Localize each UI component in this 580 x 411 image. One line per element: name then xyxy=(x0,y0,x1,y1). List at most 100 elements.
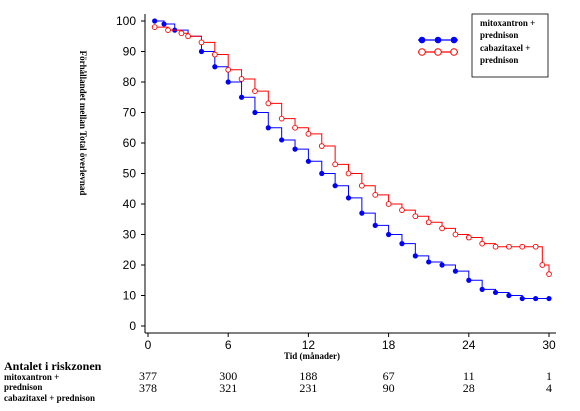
data-point xyxy=(412,213,419,220)
legend-box xyxy=(471,13,549,78)
series-line-mitoxantron xyxy=(154,20,549,300)
data-point xyxy=(225,79,231,85)
data-point xyxy=(151,24,158,30)
data-point xyxy=(479,286,485,292)
legend-marker-blue xyxy=(434,36,442,44)
legend: mitoxantron + prednison cabazitaxel + pr… xyxy=(418,13,549,78)
legend-marker-red xyxy=(418,48,426,56)
data-point xyxy=(466,277,472,283)
data-point xyxy=(265,125,271,131)
data-point xyxy=(439,262,445,268)
y-tick-label: 80 xyxy=(123,75,137,89)
risk-value: 67 xyxy=(383,369,395,383)
x-tick-label: 30 xyxy=(542,338,556,352)
data-point xyxy=(265,100,272,107)
y-tick-label: 30 xyxy=(123,228,137,242)
risk-value: 377 xyxy=(139,369,157,383)
data-point xyxy=(546,295,552,302)
data-point xyxy=(492,289,499,296)
data-point xyxy=(372,222,378,228)
y-tick-label: 10 xyxy=(123,289,137,303)
legend-marker-blue xyxy=(418,36,426,44)
y-tick-label: 70 xyxy=(123,106,137,120)
legend-marker-blue xyxy=(450,36,458,44)
data-point xyxy=(479,240,486,247)
y-tick-label: 100 xyxy=(116,14,136,28)
y-tick-label: 50 xyxy=(123,167,137,181)
legend-label-cabazitaxel-line2: prednison xyxy=(480,55,518,65)
data-point xyxy=(332,161,338,168)
data-point xyxy=(292,124,298,131)
risk-value: 231 xyxy=(299,381,317,395)
x-ticks: 0 6 12 18 24 30 xyxy=(145,333,556,352)
data-point xyxy=(161,21,167,27)
risk-value: 90 xyxy=(383,381,395,395)
y-tick-label: 0 xyxy=(129,319,136,333)
data-point xyxy=(492,243,499,250)
data-point xyxy=(506,292,512,299)
data-point xyxy=(532,243,539,250)
legend-entry-cabazitaxel: cabazitaxel + prednison xyxy=(418,43,530,65)
risk-table: Antalet i riskzonen mitoxantron + predni… xyxy=(4,359,552,403)
data-point xyxy=(252,88,258,95)
series-layer xyxy=(151,18,552,302)
legend-entry-mitoxantron: mitoxantron + prednison xyxy=(418,18,535,44)
risk-value: 1 xyxy=(546,369,552,383)
legend-label-cabazitaxel-line1: cabazitaxel + xyxy=(480,43,530,53)
data-point xyxy=(465,234,472,241)
data-point xyxy=(332,183,338,189)
data-point xyxy=(345,170,352,177)
data-point xyxy=(359,210,365,216)
data-point xyxy=(399,241,405,247)
legend-marker-red xyxy=(434,48,442,56)
data-point xyxy=(452,231,459,238)
data-point xyxy=(386,231,392,238)
risk-row-label-mitoxantron-line2: prednison xyxy=(4,382,42,392)
data-point xyxy=(519,295,525,302)
data-point xyxy=(539,262,546,268)
legend-label-mitoxantron-line2: prednison xyxy=(480,30,518,40)
data-point xyxy=(279,137,285,143)
data-point xyxy=(399,207,405,213)
x-tick-label: 6 xyxy=(225,338,232,352)
y-axis-label: Förhållandet mellan Total överlevnad xyxy=(78,51,88,196)
x-tick-label: 18 xyxy=(382,338,396,352)
x-tick-label: 0 xyxy=(145,338,152,352)
data-point xyxy=(318,143,325,149)
data-point xyxy=(305,131,312,137)
data-point xyxy=(319,170,325,177)
data-point xyxy=(292,146,298,152)
data-point xyxy=(359,182,365,189)
data-point xyxy=(425,219,432,226)
data-point xyxy=(198,48,205,55)
y-tick-label: 40 xyxy=(123,197,137,211)
data-point xyxy=(211,51,218,58)
data-point xyxy=(506,243,512,250)
legend-label-mitoxantron-line1: mitoxantron + xyxy=(480,18,535,28)
risk-row-label-mitoxantron-line1: mitoxantron + xyxy=(4,372,59,382)
data-point xyxy=(278,115,285,122)
data-point xyxy=(385,201,392,207)
data-point xyxy=(533,295,539,302)
risk-value: 4 xyxy=(546,381,552,395)
risk-value: 28 xyxy=(463,381,475,395)
data-point xyxy=(519,243,526,250)
data-point xyxy=(212,64,218,70)
risk-value: 300 xyxy=(219,369,237,383)
risk-table-title: Antalet i riskzonen xyxy=(4,359,102,373)
data-point xyxy=(165,27,171,34)
data-point xyxy=(412,253,418,259)
data-point xyxy=(225,66,232,73)
data-point xyxy=(238,94,245,100)
legend-marker-red xyxy=(450,48,458,56)
x-axis-label: Tid (månader) xyxy=(284,351,340,361)
data-point xyxy=(439,225,445,232)
data-point xyxy=(372,192,379,198)
y-ticks: 0 10 20 30 40 50 60 70 80 90 100 xyxy=(116,14,145,333)
risk-value: 11 xyxy=(463,369,475,383)
y-tick-label: 90 xyxy=(123,45,137,59)
risk-row-label-cabazitaxel: cabazitaxel + prednison xyxy=(4,393,95,403)
data-point xyxy=(178,30,185,37)
